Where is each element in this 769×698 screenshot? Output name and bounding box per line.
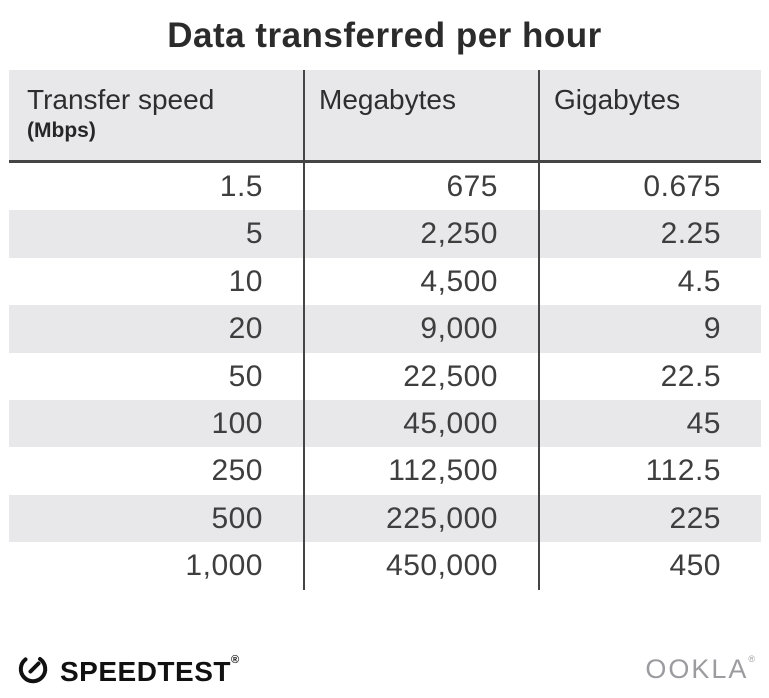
cell-megabytes: 675	[303, 163, 538, 211]
header-transfer-speed: Transfer speed (Mbps)	[9, 70, 303, 160]
header-label: Megabytes	[319, 84, 456, 115]
cell-transfer-speed: 50	[228, 359, 263, 393]
cell-transfer-speed: 250	[211, 454, 263, 488]
registered-trademark-icon: ®	[748, 654, 755, 664]
cell-gigabytes: 450	[538, 542, 761, 590]
cell-megabytes: 45,000	[303, 399, 538, 448]
cell-megabytes: 22,500	[303, 352, 538, 400]
cell-transfer-speed: 20	[228, 312, 263, 346]
cell-megabytes: 4,500	[303, 257, 538, 306]
cell-gigabytes: 9	[538, 305, 761, 353]
cell-transfer-speed: 10	[228, 264, 263, 298]
cell-megabytes: 9,000	[303, 305, 538, 353]
cell-gigabytes: 225	[538, 494, 761, 543]
speedtest-wordmark: SPEEDTEST®	[60, 654, 240, 688]
cell-transfer-speed: 1.5	[219, 170, 263, 203]
cell-gigabytes: 22.5	[538, 352, 761, 400]
cell-transfer-speed: 100	[211, 406, 263, 440]
cell-transfer-speed: 1,000	[185, 549, 263, 583]
table-row: 100 45,000 45	[9, 399, 761, 448]
cell-megabytes: 225,000	[303, 494, 538, 543]
data-table: Transfer speed (Mbps) Megabytes Gigabyte…	[9, 70, 761, 590]
table-row: 10 4,500 4.5	[9, 257, 761, 306]
cell-gigabytes: 4.5	[538, 257, 761, 306]
table-row: 250 112,500 112.5	[9, 447, 761, 495]
cell-megabytes: 112,500	[303, 447, 538, 495]
cell-gigabytes: 2.25	[538, 210, 761, 258]
cell-transfer-speed: 500	[211, 501, 263, 535]
ookla-wordmark: OOKLA	[645, 654, 749, 684]
header-megabytes: Megabytes	[303, 70, 538, 160]
ookla-logo: OOKLA ®	[645, 654, 755, 685]
cell-gigabytes: 112.5	[538, 447, 761, 495]
cell-gigabytes: 0.675	[538, 163, 761, 211]
table-row: 5 2,250 2.25	[9, 210, 761, 258]
table-header-row: Transfer speed (Mbps) Megabytes Gigabyte…	[9, 70, 761, 163]
cell-transfer-speed: 5	[245, 217, 263, 251]
speedtest-logo: SPEEDTEST®	[15, 650, 240, 691]
header-gigabytes: Gigabytes	[538, 70, 761, 160]
page-title: Data transferred per hour	[167, 16, 602, 55]
cell-gigabytes: 45	[538, 399, 761, 448]
speedometer-gauge-icon	[15, 650, 51, 691]
cell-megabytes: 450,000	[303, 542, 538, 590]
table-row: 50 22,500 22.5	[9, 352, 761, 400]
cell-megabytes: 2,250	[303, 210, 538, 258]
registered-trademark-icon: ®	[230, 653, 240, 666]
header-unit-label: (Mbps)	[27, 119, 96, 142]
header-label: Transfer speed	[27, 84, 215, 115]
header-label: Gigabytes	[554, 84, 681, 115]
speedtest-label: SPEEDTEST	[60, 655, 231, 687]
table-row: 1,000 450,000 450	[9, 542, 761, 590]
table-row: 20 9,000 9	[9, 305, 761, 353]
table-row: 500 225,000 225	[9, 494, 761, 543]
table-row: 1.5 675 0.675	[9, 163, 761, 211]
table-body: 1.5 675 0.675 5 2,250 2.25 10 4,500 4.5 …	[9, 163, 761, 590]
